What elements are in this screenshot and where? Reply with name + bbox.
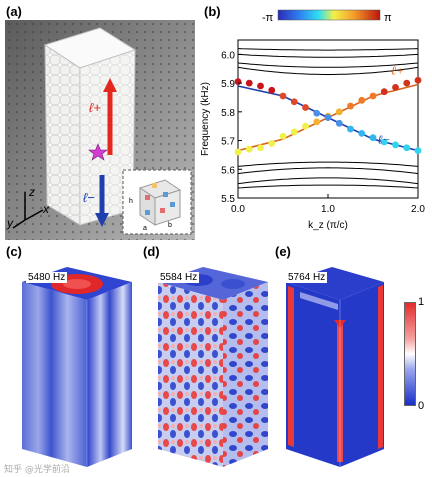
band-line-2 xyxy=(237,62,419,68)
band-line-0 xyxy=(237,48,419,51)
data-point xyxy=(257,144,264,152)
data-point xyxy=(335,119,343,127)
x-tick-label: 1.0 xyxy=(321,204,335,215)
data-point xyxy=(302,122,309,130)
data-point xyxy=(358,129,366,137)
y-tick-label: 6.0 xyxy=(221,50,235,61)
axis-x-label: x xyxy=(43,202,49,216)
colorbar-max-label: π xyxy=(384,12,392,24)
data-point xyxy=(279,132,287,140)
data-point xyxy=(268,140,276,147)
series-label-l-plus: ℓ+ xyxy=(391,63,404,77)
panel-label-e: (e) xyxy=(275,244,291,259)
data-point xyxy=(279,92,287,100)
inset-label-h: h xyxy=(129,198,133,205)
data-point xyxy=(414,147,422,155)
data-point xyxy=(313,118,321,126)
side-colorbar xyxy=(404,302,416,406)
cube-frequency-label: 5584 Hz xyxy=(158,272,200,283)
cube-frequency-label: 5480 Hz xyxy=(26,272,68,283)
data-point xyxy=(234,148,242,156)
panel-label-b: (b) xyxy=(204,4,221,19)
x-tick-label: 0.0 xyxy=(231,204,245,215)
x-tick-label: 2.0 xyxy=(411,204,425,215)
panel-label-a: (a) xyxy=(6,4,22,19)
axis-z-label: z xyxy=(29,185,35,199)
data-point xyxy=(302,104,309,111)
data-point xyxy=(347,102,354,110)
cube-frequency-label: 5764 Hz xyxy=(286,272,328,283)
y-tick-label: 5.8 xyxy=(221,108,235,119)
data-point xyxy=(369,134,377,142)
band-line-5 xyxy=(237,167,419,175)
data-point xyxy=(403,144,411,152)
data-point xyxy=(245,79,253,87)
data-point xyxy=(358,96,366,104)
y-tick-label: 5.7 xyxy=(221,137,235,148)
data-point xyxy=(392,84,399,91)
band-line-1 xyxy=(237,53,419,58)
data-point xyxy=(414,76,422,84)
data-point xyxy=(335,108,343,116)
lattice-photo: z x y ℓ+ ℓ− a b h xyxy=(5,20,195,240)
y-tick-label: 5.5 xyxy=(221,194,235,205)
arrow-up-label: ℓ+ xyxy=(89,100,101,115)
band-line-6 xyxy=(237,177,419,185)
colorbar-side-max: 1 xyxy=(418,296,425,308)
data-point xyxy=(380,138,388,146)
data-point xyxy=(245,145,253,153)
axis-y-label: y xyxy=(7,216,13,230)
data-point xyxy=(392,141,399,149)
data-point xyxy=(347,125,354,133)
y-tick-label: 5.6 xyxy=(221,165,235,176)
inset-label-a: a xyxy=(143,225,147,232)
band-line-7 xyxy=(237,184,419,189)
data-point xyxy=(257,82,264,90)
band-structure-chart: 0.0 1.0 2.0 5.5 5.6 5.7 5.8 5.9 6.0 k_z (π/c) Freq… xyxy=(198,0,432,245)
data-point xyxy=(324,114,332,121)
arrow-down-label: ℓ− xyxy=(83,190,95,205)
data-point xyxy=(290,128,298,136)
y-axis-label: Frequency (kHz) xyxy=(200,82,211,156)
data-point xyxy=(403,79,411,87)
field-cube-5584: 5584 Hz xyxy=(148,262,273,477)
colorbar-side-min: 0 xyxy=(418,400,425,412)
data-point xyxy=(380,88,388,96)
panel-label-c: (c) xyxy=(6,244,22,259)
data-point xyxy=(290,98,298,106)
watermark: 知乎 @光学前沿 xyxy=(4,465,70,475)
data-point xyxy=(234,78,242,86)
field-cube-5480: 5480 Hz xyxy=(12,262,137,477)
panel-label-d: (d) xyxy=(143,244,160,259)
field-cube-5764: 5764 Hz xyxy=(280,262,390,477)
colorbar-min-label: -π xyxy=(262,12,274,24)
band-line-3 xyxy=(237,66,419,75)
data-point xyxy=(268,86,276,94)
x-axis-label: k_z (π/c) xyxy=(308,220,348,231)
series-label-l-minus: ℓ− xyxy=(378,132,391,146)
inset-label-b: b xyxy=(168,222,172,229)
data-point xyxy=(369,92,377,100)
band-line-4 xyxy=(237,161,419,167)
y-tick-label: 5.9 xyxy=(221,79,235,90)
phase-colorbar xyxy=(277,9,381,21)
data-point xyxy=(313,109,321,117)
